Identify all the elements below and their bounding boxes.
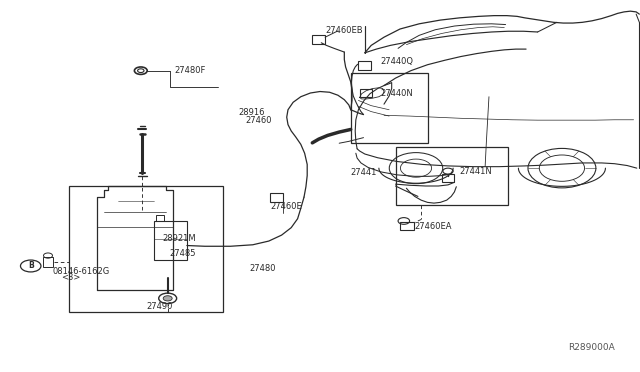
Bar xyxy=(43,257,53,267)
Bar xyxy=(400,222,414,230)
Bar xyxy=(270,193,283,202)
Text: 27440N: 27440N xyxy=(380,89,413,97)
Bar xyxy=(156,215,164,221)
Text: 28921M: 28921M xyxy=(163,234,196,243)
Bar xyxy=(442,174,454,182)
Bar xyxy=(154,221,187,260)
Bar xyxy=(396,147,508,205)
Text: 27441: 27441 xyxy=(351,169,377,177)
Text: 27480: 27480 xyxy=(250,264,276,273)
Text: 27441N: 27441N xyxy=(460,167,492,176)
Text: 27460EB: 27460EB xyxy=(325,26,363,35)
Text: <3>: <3> xyxy=(61,273,80,282)
Text: 28916: 28916 xyxy=(238,108,264,117)
Text: 08146-6162G: 08146-6162G xyxy=(52,267,109,276)
Text: R289000A: R289000A xyxy=(568,343,614,352)
Text: 27440Q: 27440Q xyxy=(380,57,413,65)
Text: 27460E: 27460E xyxy=(270,202,302,211)
Bar xyxy=(69,186,223,312)
Text: 27460EA: 27460EA xyxy=(415,222,452,231)
Text: 27485: 27485 xyxy=(169,249,195,258)
Circle shape xyxy=(163,296,172,301)
Text: 27460: 27460 xyxy=(245,116,271,125)
Text: 27490: 27490 xyxy=(146,302,172,311)
Bar xyxy=(351,73,428,143)
Bar xyxy=(312,35,325,44)
Bar xyxy=(358,61,371,70)
Text: 27480F: 27480F xyxy=(174,66,205,75)
Text: B: B xyxy=(28,262,33,270)
Bar xyxy=(360,89,372,97)
